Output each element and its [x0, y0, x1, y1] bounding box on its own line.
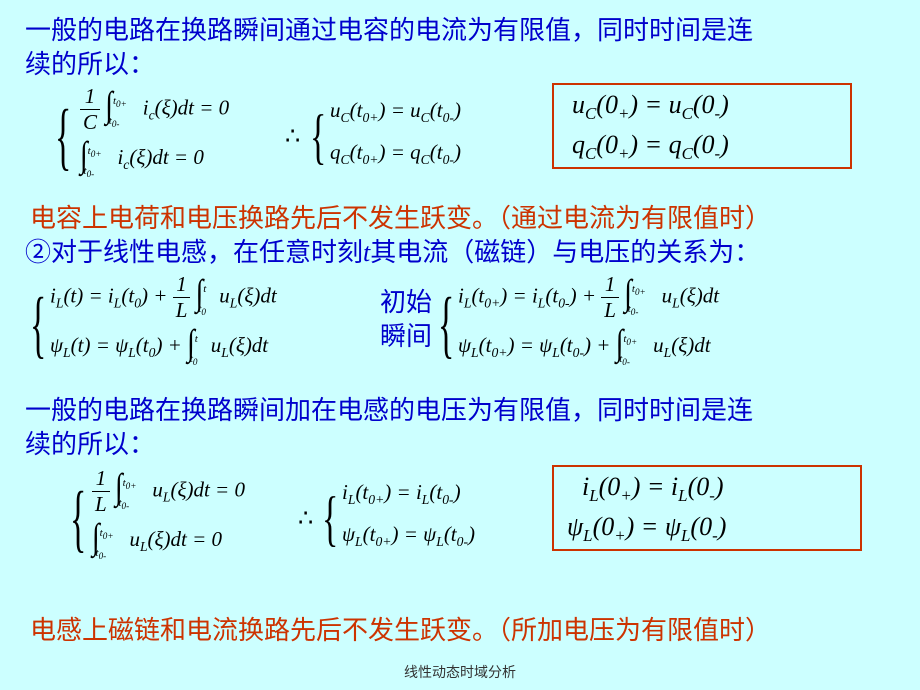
box1a: uC(0+) = uC(0-) [572, 90, 729, 124]
eq1a: 1C ∫t0+t0- ic(ξ)dt = 0 [80, 84, 229, 135]
paragraph-1-line2: 续的所以： [25, 44, 155, 81]
therefore-symbol: ∴ [285, 124, 300, 150]
paragraph-5: 电感上磁链和电流换路先后不发生跃变。（所加电压为有限值时） [30, 610, 771, 647]
eq3c: iL(t0+) = iL(t0-) [342, 480, 461, 508]
footer-text: 线性动态时域分析 [0, 662, 920, 682]
brace-eq2r: { [438, 308, 454, 346]
brace-eq1: { [55, 120, 71, 158]
initial-moment-1: 初始 [380, 282, 432, 319]
eq3d: ψL(t0+) = ψL(t0-) [342, 522, 475, 550]
therefore-1: ∴ [285, 122, 300, 151]
box2a: iL(0+) = iL(0-) [582, 472, 724, 506]
eq1d: qC(t0+) = qC(t0-) [330, 140, 461, 168]
brace-eq1r: { [310, 120, 326, 158]
eq3b: ∫t0+t0- uL(ξ)dt = 0 [92, 522, 222, 555]
paragraph-4-line1: 一般的电路在换路瞬间加在电感的电压为有限值，同时时间是连 [25, 390, 753, 427]
brace-eq3l: { [70, 502, 86, 540]
eq2c: iL(t0+) = iL(t0-) + 1L ∫t0+t0- uL(ξ)dt [458, 272, 719, 323]
p3-post: 其电流（磁链）与电压的关系为： [370, 238, 760, 267]
paragraph-2: 电容上电荷和电压换路先后不发生跃变。（通过电流为有限值时） [30, 198, 771, 235]
paragraph-3: ②对于线性电感，在任意时刻t其电流（磁链）与电压的关系为： [25, 232, 760, 269]
eq3a: 1L ∫t0+t0- uL(ξ)dt = 0 [92, 466, 245, 517]
eq2d: ψL(t0+) = ψL(t0-) + ∫t0+t0- uL(ξ)dt [458, 328, 711, 361]
box1b: qC(0+) = qC(0-) [572, 130, 729, 164]
therefore-2: ∴ [298, 504, 313, 533]
paragraph-1-line1: 一般的电路在换路瞬间通过电容的电流为有限值，同时时间是连续的所以： 一般的电路在… [25, 10, 753, 47]
p3-pre: ②对于线性电感，在任意时刻 [25, 238, 363, 267]
brace-eq2l: { [30, 308, 46, 346]
paragraph-4-line2: 续的所以： [25, 424, 155, 461]
eq2a: iL(t) = iL(t0) + 1L ∫tt0 uL(ξ)dt [50, 272, 277, 323]
initial-moment-2: 瞬间 [380, 316, 432, 353]
eq2b: ψL(t) = ψL(t0) + ∫tt0 uL(ξ)dt [50, 328, 268, 361]
eq1b: ∫t0+t0- ic(ξ)dt = 0 [80, 140, 204, 173]
eq1c: uC(t0+) = uC(t0-) [330, 98, 461, 126]
box2b: ψL(0+) = ψL(0-) [567, 512, 726, 546]
brace-eq3r: { [322, 502, 338, 540]
